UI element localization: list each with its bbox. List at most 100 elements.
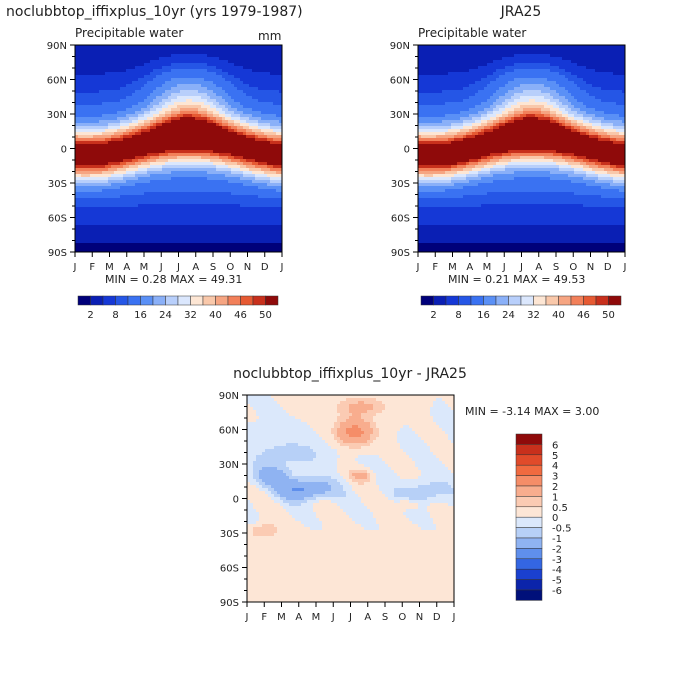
colorbar-label: 46 [577, 310, 590, 321]
field-cell [240, 78, 282, 82]
field-cell [247, 467, 254, 471]
field-cell [165, 111, 172, 115]
field-cell [448, 437, 454, 441]
field-cell [252, 129, 262, 133]
field-cell [541, 90, 557, 94]
field-cell [475, 135, 590, 139]
x-tick-label: J [176, 262, 180, 273]
field-cell [364, 503, 419, 507]
field-cell [568, 111, 578, 115]
field-cell [409, 425, 440, 429]
field-cell [436, 398, 443, 402]
field-cell [207, 63, 235, 67]
field-cell [550, 63, 578, 67]
field-cell [364, 431, 374, 435]
field-cell [132, 81, 148, 85]
field-cell [259, 488, 269, 492]
field-cell [340, 482, 350, 486]
field-cell [231, 96, 253, 100]
field-cell [586, 171, 596, 175]
field-cell [451, 126, 464, 130]
field-cell [207, 171, 232, 175]
panel-model-stats: MIN = 0.28 MAX = 49.31 [105, 273, 242, 286]
x-tick-label: A [295, 612, 302, 623]
field-cell [75, 72, 106, 76]
field-cell [204, 78, 226, 82]
colorbar-label: -6 [552, 586, 562, 597]
field-cell [153, 90, 166, 94]
field-cell [373, 407, 386, 411]
field-cell [237, 126, 244, 130]
colorbar-label: 2 [430, 310, 436, 321]
field-cell [370, 509, 407, 513]
field-cell [589, 120, 602, 124]
field-cell [463, 168, 473, 172]
field-cell [75, 240, 282, 244]
field-cell [475, 93, 494, 97]
field-cell [454, 183, 479, 187]
field-cell [418, 180, 452, 184]
field-cell [343, 509, 371, 513]
field-cell [562, 102, 572, 106]
field-cell [247, 422, 308, 426]
field-cell [397, 473, 422, 477]
field-cell [270, 123, 282, 127]
field-cell [228, 72, 271, 76]
field-cell [334, 425, 341, 429]
field-cell [150, 180, 229, 184]
field-cell [418, 93, 476, 97]
field-cell [201, 105, 211, 109]
colorbar-label: 1 [552, 492, 558, 503]
field-cell [255, 135, 259, 139]
field-cell [493, 102, 503, 106]
y-tick-label: 60S [220, 564, 239, 575]
field-cell [243, 183, 268, 187]
field-cell [141, 129, 151, 133]
x-tick-label: M [312, 612, 321, 623]
field-cell [108, 141, 271, 145]
field-cell [544, 156, 563, 160]
field-cell [508, 120, 515, 124]
y-tick-label: 90S [48, 248, 67, 259]
field-cell [583, 117, 593, 121]
field-cell [313, 503, 338, 507]
field-cell [111, 165, 124, 169]
field-cell [162, 165, 217, 169]
field-cell [403, 449, 431, 453]
field-cell [210, 153, 220, 157]
field-cell [586, 183, 611, 187]
field-cell [520, 114, 527, 118]
field-cell [601, 195, 625, 199]
field-cell [583, 159, 590, 163]
field-cell [337, 461, 359, 465]
field-cell [418, 129, 449, 133]
field-cell [111, 138, 124, 142]
field-cell [171, 111, 181, 115]
field-cell [165, 102, 175, 106]
field-cell [469, 171, 479, 175]
field-cell [268, 488, 275, 492]
field-cell [574, 114, 584, 118]
field-cell [337, 407, 350, 411]
field-cell [448, 129, 461, 133]
field-cell [544, 96, 554, 100]
field-cell [228, 165, 241, 169]
field-cell [258, 162, 268, 166]
field-cell [75, 183, 112, 187]
field-cell [490, 126, 494, 130]
field-cell [247, 452, 263, 456]
field-cell [249, 168, 262, 172]
field-cell [523, 108, 542, 112]
field-cell [481, 204, 584, 208]
field-cell [469, 108, 485, 112]
field-cell [334, 434, 338, 438]
field-cell [496, 99, 506, 103]
field-cell [247, 437, 323, 441]
field-cell [150, 108, 157, 112]
field-cell [216, 99, 226, 103]
field-cell [481, 159, 491, 163]
field-cell [274, 398, 347, 402]
colorbar-label: 2 [87, 310, 93, 321]
colorbar-swatch [533, 295, 547, 306]
